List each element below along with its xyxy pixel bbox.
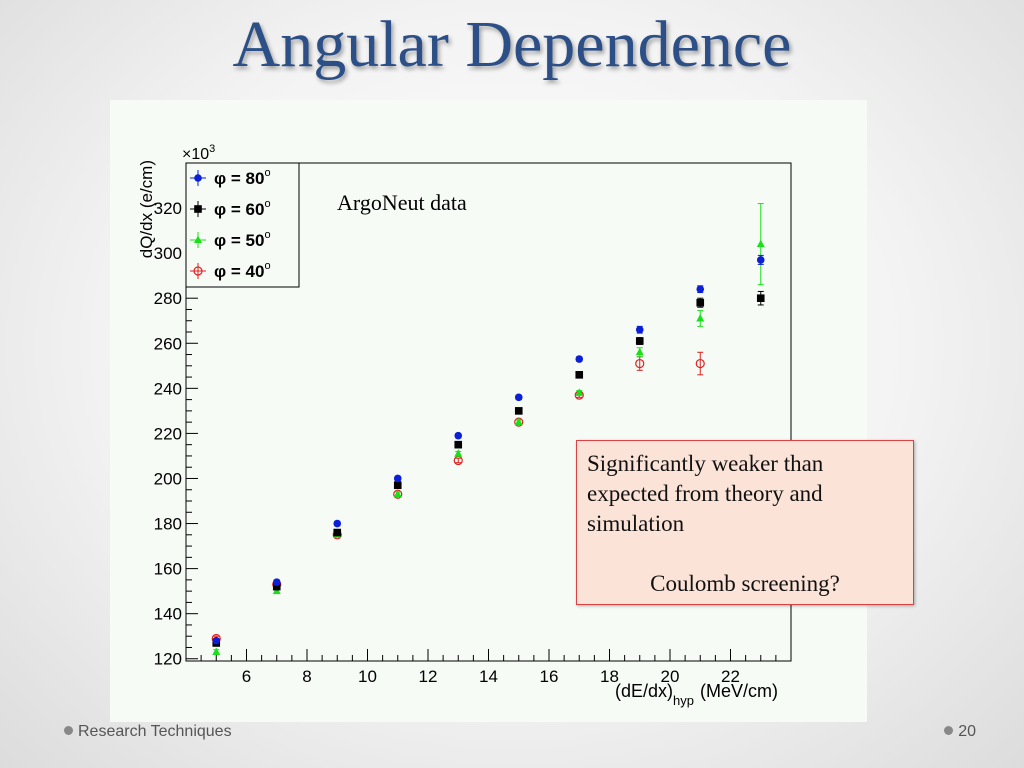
x-tick-label: 18 [600,667,619,686]
data-point [695,358,705,369]
chart: 6 8 10 12 14 16 18 20 22 120 140 160 180 200 220 240 260… [137,143,792,708]
data-point [696,298,705,307]
data-point [454,449,463,457]
legend-degree: o [264,198,270,210]
data-point [635,347,644,356]
footer-left: Research Techniques [64,723,232,741]
legend-label: φ = 80o [214,167,271,188]
data-point [514,417,523,426]
x-tick-label: 22 [721,667,740,686]
footer-page: 20 [944,723,976,741]
x-axis-label-sub: hyp [673,693,694,708]
callout-question: Coulomb screening? [650,571,840,596]
data-point [272,578,281,586]
x-axis-label-unit: (MeV/cm) [700,681,778,701]
data-point [393,474,402,483]
data-point [575,388,584,396]
slide-title-line1: Angular Dependence [232,8,792,81]
y-tick-label: 220 [154,424,182,443]
data-point [696,285,705,293]
callout-text: Significantly weaker than expected from … [587,451,824,536]
legend-marker [194,174,202,182]
y-tick-label: 180 [154,515,182,534]
plot-panel: 6 8 10 12 14 16 18 20 22 120 140 160 180 200 220 240 260… [110,100,867,722]
x-axis-label: (dE/dx)hyp (MeV/cm) [615,681,778,708]
y-multiplier: ×103 [182,143,215,163]
legend-marker [194,205,202,213]
legend-marker [193,266,203,276]
series-circle [212,254,765,645]
data-point [454,431,463,440]
y-axis-label: dQ/dx (e/cm) [137,160,156,258]
y-tick-label: 240 [154,379,182,398]
data-point [696,313,705,322]
y-tick-label: 160 [154,560,182,579]
bullet-icon [944,726,954,735]
legend-label: φ = 40o [214,260,271,281]
legend-box [185,162,300,288]
footer-text: Research Techniques [78,723,232,740]
data-point [635,325,644,334]
legend-degree: o [264,167,270,179]
y-tick-label: 140 [154,605,182,624]
data-point [575,371,584,379]
y-tick-label: 280 [154,289,182,308]
data-point [514,393,523,402]
data-point [393,489,402,498]
y-tick-label: 120 [154,650,182,669]
x-tick-label: 8 [302,667,311,686]
legend-degree: o [264,229,270,241]
data-point [212,636,221,645]
legend: φ = 80o φ = 60o φ = 50o φ = 40o [185,162,300,288]
x-tick-label: 20 [661,667,680,686]
data-point [393,481,402,490]
data-point [454,440,463,449]
chart-annotation: ArgoNeut data [337,190,467,215]
data-point [272,582,281,591]
data-point [756,256,765,264]
data-point [333,519,342,528]
legend-marker [194,235,202,243]
data-point [575,355,584,363]
y-tick-label: 260 [154,334,182,353]
x-tick-label: 14 [479,667,498,686]
y-tick-label: 320 [154,199,182,218]
x-tick-label: 12 [419,667,438,686]
data-point [333,528,342,537]
y-tick-label: 200 [154,469,182,488]
data-point [756,239,765,248]
legend-degree: o [264,260,270,272]
x-tick-label: 16 [540,667,559,686]
legend-label: φ = 50o [214,229,271,250]
legend-label: φ = 60o [214,198,271,219]
data-point [635,358,645,369]
data-point [756,294,765,303]
x-tick-label: 10 [358,667,377,686]
callout-box: Significantly weaker than expected from … [576,440,914,605]
bullet-icon [64,726,73,735]
data-point [514,407,523,415]
y-tick-label: 300 [154,244,182,263]
data-point [212,647,221,655]
y-multiplier-exponent: 3 [209,143,215,155]
x-tick-label: 6 [242,667,251,686]
data-point [635,337,644,345]
page-number: 20 [958,723,976,740]
